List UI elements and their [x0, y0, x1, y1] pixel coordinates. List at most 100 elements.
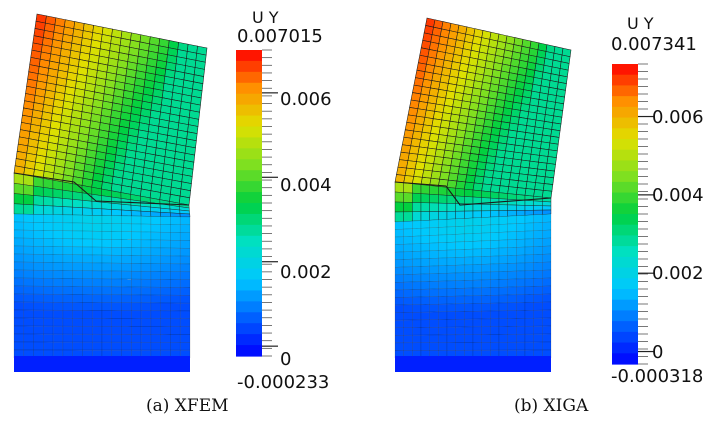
mesh-cell [412, 211, 422, 222]
mesh-cell [498, 342, 508, 351]
mesh-cell [429, 265, 439, 274]
mesh-cell [498, 334, 508, 343]
mesh-cell [111, 255, 122, 264]
mesh-cell [160, 334, 171, 343]
mesh-cell [121, 239, 132, 248]
mesh-cell [52, 310, 64, 319]
mesh-cell [180, 287, 191, 296]
mesh-cell [455, 129, 466, 139]
mesh-cell [498, 271, 508, 280]
mesh-cell [420, 258, 430, 267]
mesh-cell [33, 214, 44, 223]
mesh-cell [160, 224, 171, 233]
mesh-cell [23, 309, 34, 319]
mesh-cell [520, 159, 531, 169]
mesh-cell [441, 157, 453, 167]
mesh-cell [496, 142, 507, 152]
mesh-cell [101, 270, 112, 280]
mesh-cell [493, 163, 504, 173]
mesh-cell [533, 246, 543, 255]
mesh-cell [439, 171, 450, 181]
mesh-cell [82, 318, 93, 327]
mesh-cell [498, 318, 508, 327]
mesh-cell [490, 232, 500, 241]
mesh-cell [423, 162, 434, 172]
mesh-cell [446, 272, 456, 282]
mesh-cell [446, 179, 458, 189]
colorbar-band [612, 246, 638, 258]
mesh-cell [429, 281, 439, 290]
mesh-cell [180, 248, 191, 257]
mesh-cell [180, 255, 191, 265]
mesh-cell [111, 270, 122, 280]
mesh-cell [464, 311, 474, 320]
mesh-cell [82, 270, 93, 279]
mesh-cell [403, 192, 413, 203]
mesh-cell [503, 157, 514, 167]
mesh-cell [516, 334, 526, 343]
mesh-cell [524, 294, 534, 303]
mesh-cell [420, 281, 430, 290]
mesh-cell [121, 342, 132, 351]
mesh-cell [121, 318, 132, 327]
mesh-cell [42, 178, 54, 189]
mesh-cell [160, 287, 171, 296]
mesh-cell [446, 288, 456, 297]
mesh-cell [472, 318, 482, 328]
mesh-cell [23, 317, 34, 327]
mesh-cell [52, 238, 64, 247]
mesh-cell [516, 318, 526, 327]
colorbar-band [236, 235, 262, 248]
mesh-cell [72, 278, 83, 287]
mesh-cell [180, 224, 191, 233]
colorbar-tick-b-1: 0.004 [652, 185, 704, 206]
colorbar-tick-b-0: 0.006 [652, 107, 704, 128]
mesh-cell [150, 334, 161, 343]
mesh-cell [121, 209, 132, 217]
mesh-cell [43, 214, 54, 223]
mesh-cell [131, 215, 142, 225]
mesh-cell [180, 271, 191, 280]
mesh-cell [72, 222, 83, 232]
mesh-cell [429, 296, 439, 305]
mesh-cell [472, 272, 482, 281]
mesh-cell [82, 278, 93, 287]
mesh-cell [464, 287, 474, 297]
mesh-cell [72, 334, 83, 343]
mesh-cell [446, 257, 456, 266]
colorbar-band [612, 74, 638, 87]
mesh-cell [420, 211, 430, 221]
mesh-cell [33, 204, 44, 215]
mesh-cell [420, 220, 430, 229]
mesh-cell [438, 311, 448, 320]
mesh-cell [170, 263, 181, 272]
mesh-cell [481, 287, 491, 296]
mesh-cell [411, 130, 423, 140]
mesh-cell [121, 223, 132, 232]
mesh-cell [498, 310, 508, 319]
mesh-cell [542, 269, 552, 279]
mesh-cell [427, 140, 438, 150]
mesh-cell [481, 303, 491, 312]
mesh-cell [524, 334, 534, 343]
mesh-cell [420, 235, 430, 244]
mesh-cell [13, 237, 24, 247]
mesh-cell [23, 341, 34, 351]
mesh-cell [516, 342, 526, 351]
bottom-strip [395, 356, 551, 372]
colorbar-band [612, 321, 638, 333]
mesh-cell [23, 261, 34, 271]
mesh-cell [170, 318, 181, 327]
mesh-cell [429, 211, 439, 221]
mesh-cell [498, 279, 508, 288]
mesh-cell [509, 172, 520, 181]
mesh-cell [72, 294, 83, 303]
mesh-cell [111, 203, 122, 211]
mesh-cell [403, 342, 413, 351]
mesh-cell [170, 287, 181, 296]
colorbar-title-b: U Y [627, 14, 654, 33]
mesh-cell [507, 239, 517, 248]
mesh-cell [501, 164, 513, 174]
mesh-cell [43, 278, 54, 287]
mesh-cell [473, 175, 485, 185]
